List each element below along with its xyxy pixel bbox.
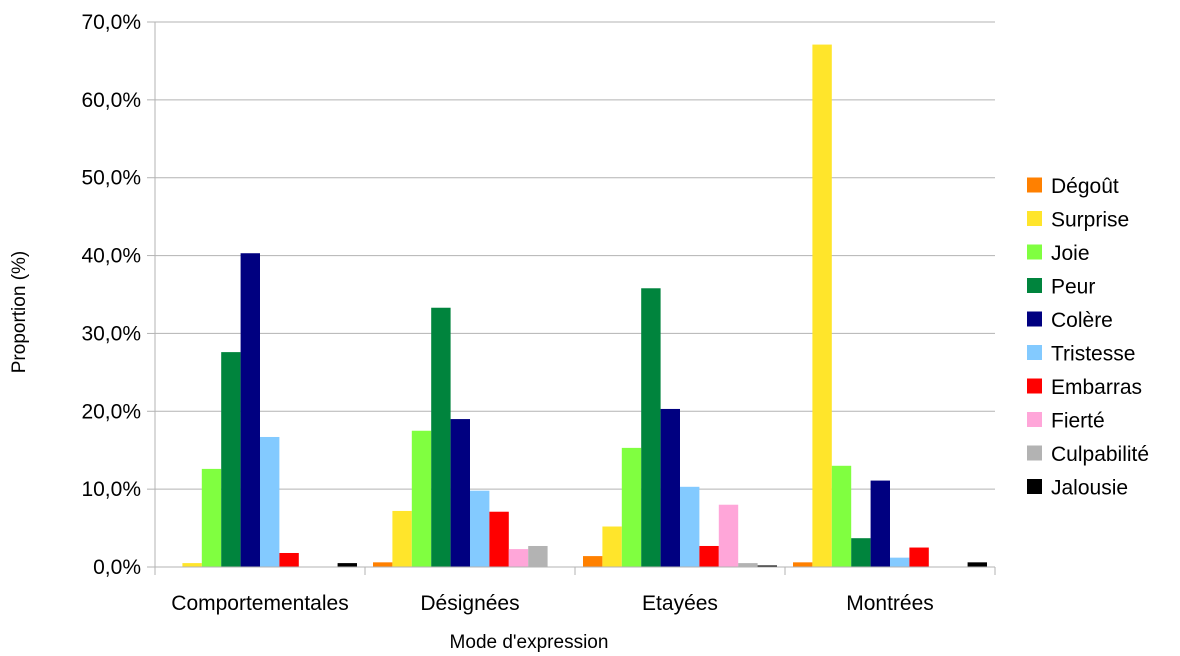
bar bbox=[621, 447, 642, 567]
gridlines bbox=[155, 21, 995, 568]
bar bbox=[373, 562, 393, 567]
bar bbox=[450, 419, 470, 567]
legend-label: Embarras bbox=[1051, 376, 1142, 399]
bar bbox=[909, 547, 929, 567]
bar bbox=[890, 557, 910, 567]
legend-swatch bbox=[1027, 278, 1042, 293]
x-tick-label: Désignées bbox=[420, 592, 519, 615]
bar bbox=[680, 486, 700, 567]
legend-swatch bbox=[1027, 244, 1042, 260]
y-tick-label: 0,0% bbox=[93, 556, 141, 579]
legend-label: Surprise bbox=[1051, 209, 1129, 232]
legend-swatch bbox=[1027, 311, 1042, 327]
bar bbox=[528, 545, 548, 567]
bar bbox=[757, 565, 777, 567]
legend: Dégoût Surprise Joie Peur Colère Tristesse Emb… bbox=[1027, 175, 1149, 500]
bar bbox=[508, 549, 529, 567]
y-tick-label: 50,0% bbox=[81, 167, 141, 190]
bar bbox=[738, 563, 758, 567]
x-tick-label: Comportementales bbox=[171, 592, 348, 615]
bar bbox=[431, 307, 451, 567]
x-tick-label: Etayées bbox=[642, 592, 718, 615]
bar bbox=[583, 556, 603, 567]
legend-label: Peur bbox=[1051, 276, 1095, 299]
bar bbox=[641, 288, 661, 567]
x-tick-label: Montrées bbox=[846, 592, 934, 615]
legend-swatch bbox=[1027, 445, 1042, 461]
legend-label: Dégoût bbox=[1051, 175, 1119, 198]
y-tick-label: 40,0% bbox=[81, 245, 141, 268]
bars bbox=[182, 44, 987, 568]
legend-swatch bbox=[1027, 211, 1042, 226]
legend-label: Fierté bbox=[1051, 410, 1105, 433]
bar bbox=[660, 408, 680, 567]
axes: 0,0% 10,0% 20,0% 30,0% 40,0% 50,0% 60,0% 70,0% C… bbox=[81, 11, 996, 615]
y-tick-label: 60,0% bbox=[81, 89, 141, 112]
bar bbox=[831, 465, 852, 567]
x-axis-title: Mode d'expression bbox=[450, 632, 609, 653]
bar bbox=[240, 253, 260, 567]
bar bbox=[182, 563, 202, 567]
legend-swatch bbox=[1027, 177, 1042, 193]
bar bbox=[337, 563, 357, 567]
bar bbox=[602, 526, 622, 567]
bar bbox=[718, 504, 739, 567]
bar bbox=[392, 510, 412, 567]
bar bbox=[489, 511, 509, 567]
legend-label: Joie bbox=[1051, 242, 1090, 265]
bar bbox=[470, 490, 490, 567]
y-tick-label: 10,0% bbox=[81, 478, 141, 501]
bar bbox=[793, 562, 813, 567]
legend-label: Tristesse bbox=[1051, 343, 1135, 366]
y-axis-title: Proportion (%) bbox=[9, 251, 30, 374]
bar bbox=[201, 468, 222, 567]
bar bbox=[851, 538, 871, 567]
bar bbox=[260, 436, 280, 567]
legend-swatch bbox=[1027, 479, 1042, 494]
legend-label: Jalousie bbox=[1051, 477, 1128, 500]
y-tick-label: 30,0% bbox=[81, 322, 141, 345]
bar bbox=[967, 562, 987, 567]
legend-swatch bbox=[1027, 345, 1042, 360]
legend-label: Colère bbox=[1051, 309, 1113, 332]
bar bbox=[221, 352, 241, 567]
legend-swatch bbox=[1027, 412, 1042, 427]
bar bbox=[870, 480, 890, 567]
legend-swatch bbox=[1027, 378, 1042, 394]
legend-label: Culpabilité bbox=[1051, 443, 1149, 466]
y-tick-label: 20,0% bbox=[81, 400, 141, 423]
bar bbox=[699, 545, 719, 567]
bar bbox=[812, 44, 832, 568]
bar bbox=[279, 552, 299, 567]
bar bbox=[411, 430, 432, 567]
y-tick-label: 70,0% bbox=[81, 11, 141, 34]
